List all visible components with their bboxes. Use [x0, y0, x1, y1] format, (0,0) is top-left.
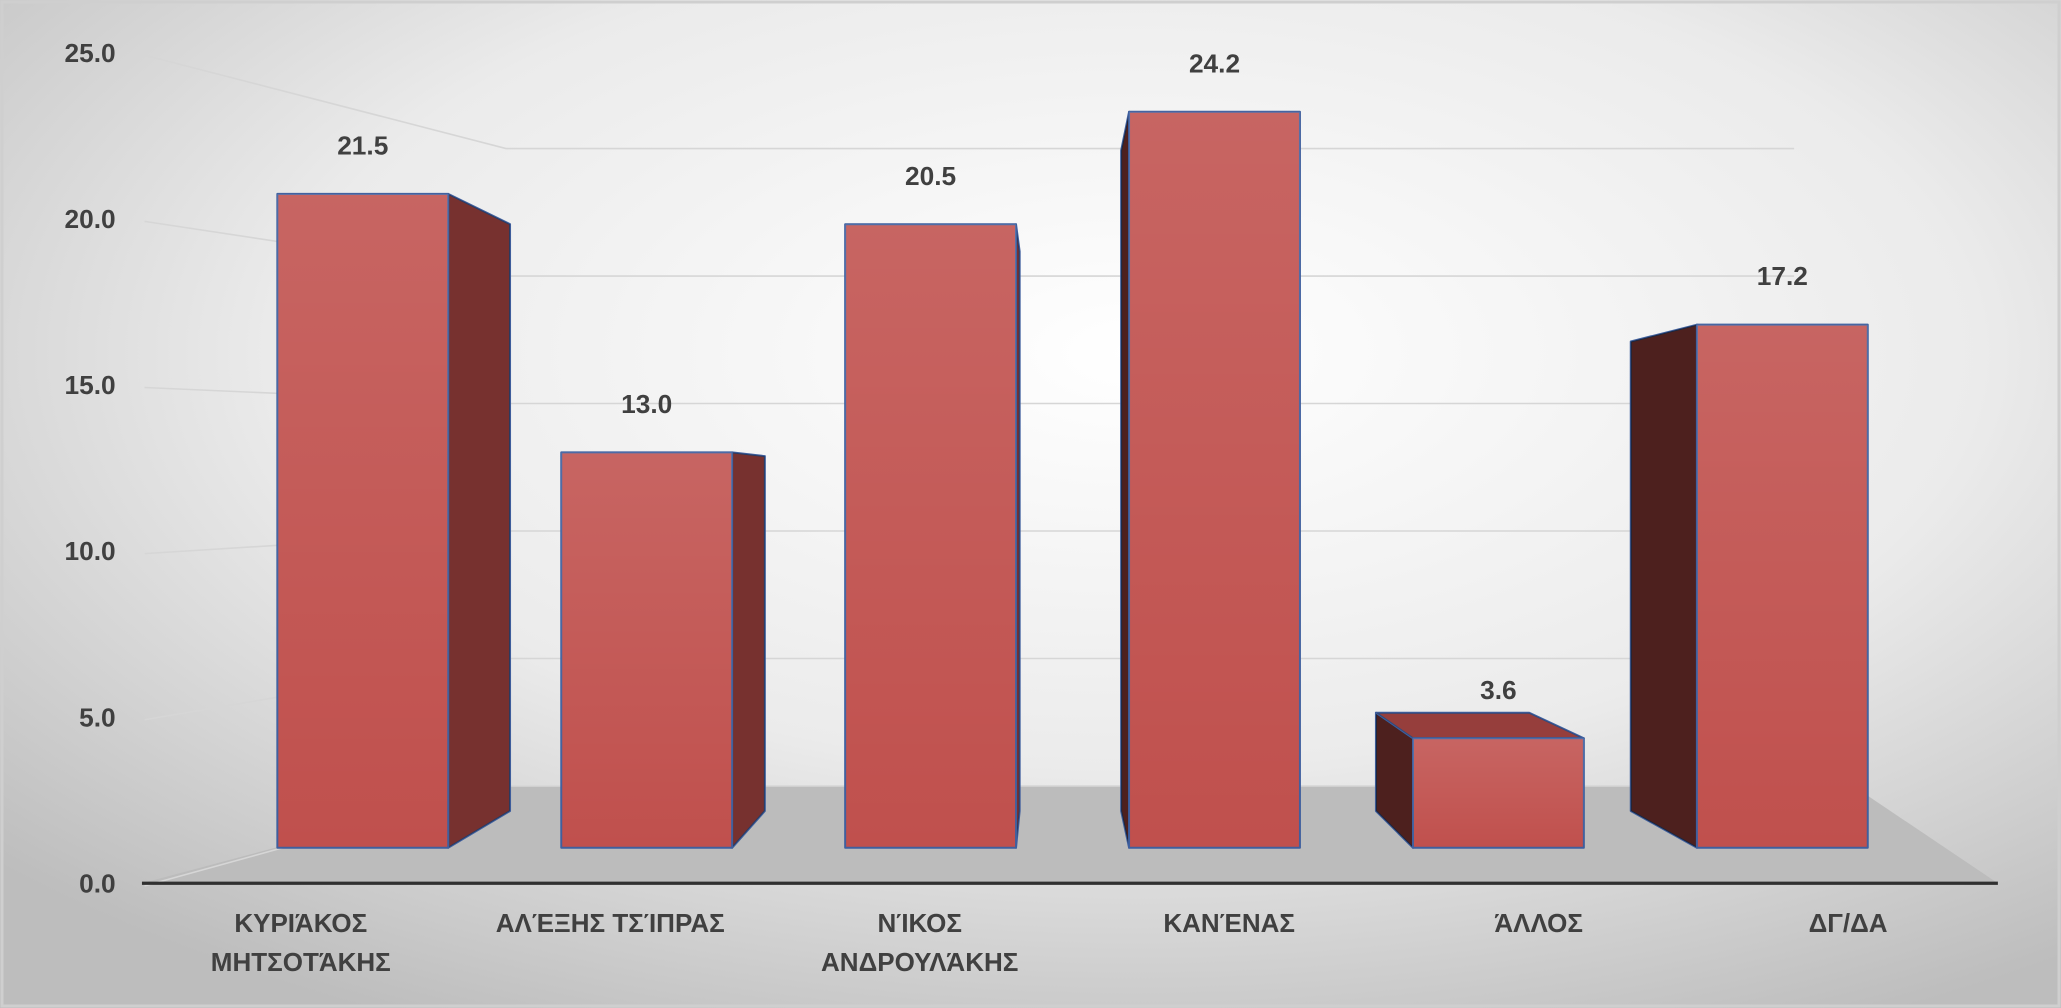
bar-side-shade — [732, 452, 765, 848]
y-tick-label: 10.0 — [65, 536, 116, 566]
x-tick-label: ΔΓ/ΔΑ — [1808, 908, 1888, 939]
x-tick-label: ΆΛΛΟΣ — [1494, 908, 1583, 939]
bar-sheen — [1696, 324, 1868, 848]
y-tick-label: 15.0 — [65, 370, 116, 400]
data-label: 21.5 — [337, 130, 388, 160]
bar-sheen — [561, 452, 733, 848]
x-tick-label: ΑΛΈΞΗΣ ΤΣΊΠΡΑΣ — [495, 908, 725, 939]
data-label: 3.6 — [1480, 675, 1517, 705]
data-label: 17.2 — [1757, 261, 1808, 291]
y-tick-label: 20.0 — [65, 204, 116, 234]
x-tick-label: ΝΊΚΟΣ ΑΝΔΡΟΥΛΆΚΗΣ — [821, 908, 1019, 978]
bar-sheen — [1129, 111, 1300, 848]
grid-line — [144, 54, 1795, 150]
bar-side-shade — [448, 193, 511, 848]
bar-side-shade — [1121, 111, 1130, 848]
bar-sheen — [845, 224, 1017, 848]
y-tick-label: 25.0 — [65, 38, 116, 68]
bar-side-shade — [1630, 324, 1697, 848]
bar-sheen — [277, 193, 449, 848]
data-label: 24.2 — [1189, 48, 1240, 78]
bar-top-shade — [1375, 712, 1584, 739]
bar-side-shade — [1375, 712, 1413, 848]
bar-sheen — [1412, 738, 1584, 848]
data-label: 20.5 — [905, 161, 956, 191]
y-tick-label: 0.0 — [79, 868, 116, 898]
data-label: 13.0 — [621, 389, 672, 419]
y-tick-label: 5.0 — [79, 702, 116, 732]
x-tick-label: ΚΥΡΙΆΚΟΣ ΜΗΤΣΟΤΆΚΗΣ — [210, 908, 391, 978]
x-tick-label: ΚΑΝΈΝΑΣ — [1163, 908, 1295, 939]
plot: 0.0 5.0 10.0 15.0 20.0 25.0 21.5 13.0 20.5 24.2 3.… — [65, 38, 1998, 898]
